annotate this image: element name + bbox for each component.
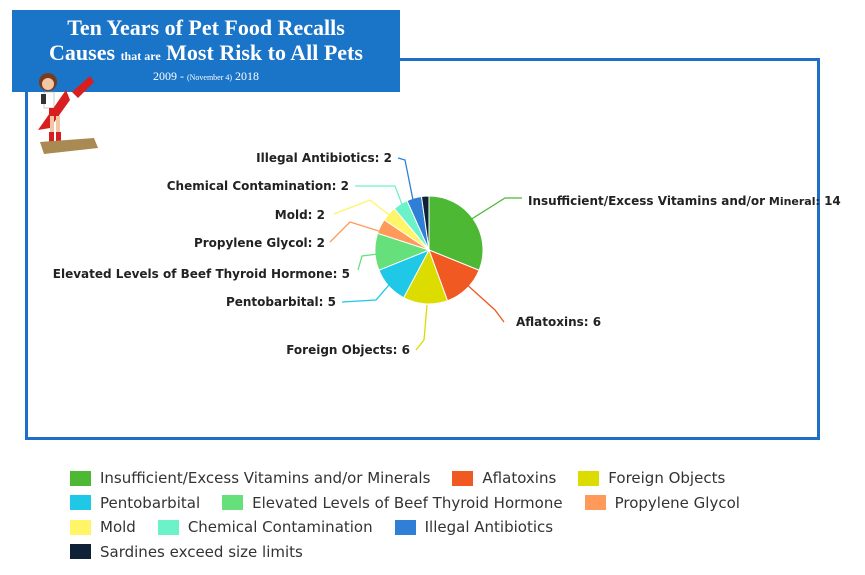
legend-swatch: [222, 495, 244, 511]
legend-swatch: [70, 470, 91, 486]
data-label: Pentobarbital: 5: [226, 295, 336, 309]
legend-label: Mold: [100, 518, 136, 537]
legend-swatch: [394, 519, 416, 535]
chart-subtitle: Causes that are Most Risk to All Pets: [12, 40, 400, 69]
date-range: 2009 - (November 4) 2018: [12, 69, 400, 85]
data-label: Chemical Contamination: 2: [167, 179, 349, 193]
legend-item[interactable]: Sardines exceed size limits: [70, 540, 303, 565]
legend-swatch: [70, 519, 91, 535]
legend-item[interactable]: Aflatoxins: [452, 466, 556, 491]
chart-frame: [25, 58, 820, 440]
data-labels: Insufficient/Excess Vitamins and/or Mine…: [53, 151, 841, 357]
date-start: 2009 -: [152, 69, 187, 83]
legend-swatch: [584, 495, 606, 511]
leader-line: [355, 185, 404, 208]
legend-label: Aflatoxins: [482, 469, 557, 488]
legend-item[interactable]: Pentobarbital: [70, 491, 200, 516]
legend-label: Sardines exceed size limits: [100, 542, 303, 561]
pie-slice: [428, 195, 484, 271]
data-label: Mold: 2: [275, 208, 325, 222]
date-note: (November 4): [186, 73, 233, 82]
legend-item[interactable]: Insufficient/Excess Vitamins and/or Mine…: [70, 466, 430, 491]
legend-swatch: [578, 470, 600, 486]
legend-label: Foreign Objects: [608, 469, 726, 488]
legend-item[interactable]: Illegal Antibiotics: [394, 515, 554, 540]
legend-label: Chemical Contamination: [187, 518, 373, 537]
leader-line: [469, 197, 522, 221]
data-label: Illegal Antibiotics: 2: [256, 151, 392, 165]
legend-item[interactable]: Mold: [70, 515, 136, 540]
subtitle-part-a: Causes: [49, 40, 116, 65]
chart-title: Ten Years of Pet Food Recalls: [67, 15, 345, 40]
data-label: Elevated Levels of Beef Thyroid Hormone:…: [53, 267, 350, 281]
leader-line: [415, 304, 428, 351]
data-label: Aflatoxins: 6: [516, 315, 601, 329]
legend-swatch: [70, 544, 91, 560]
legend-item[interactable]: Propylene Glycol: [584, 491, 740, 516]
legend-label: Illegal Antibiotics: [424, 518, 554, 537]
legend: Insufficient/Excess Vitamins and/or Mine…: [70, 466, 830, 564]
data-label: Foreign Objects: 6: [286, 343, 410, 357]
leader-line: [397, 157, 414, 201]
subtitle-part-b: that are: [120, 49, 161, 63]
legend-swatch: [70, 495, 91, 511]
legend-item[interactable]: Elevated Levels of Beef Thyroid Hormone: [222, 491, 563, 516]
legend-label: Propylene Glycol: [614, 493, 740, 512]
leader-line: [333, 199, 394, 219]
pie-slices: [374, 195, 484, 305]
date-end: 2018: [232, 69, 260, 83]
data-label: Propylene Glycol: 2: [194, 236, 325, 250]
leader-line: [329, 221, 383, 243]
subtitle-part-c: Most Risk to All Pets: [166, 40, 363, 65]
leader-line: [357, 253, 379, 271]
legend-label: Elevated Levels of Beef Thyroid Hormone: [252, 493, 563, 512]
superhero-mascot-image: [38, 73, 98, 154]
legend-item[interactable]: Foreign Objects: [578, 466, 725, 491]
legend-label: Insufficient/Excess Vitamins and/or Mine…: [100, 469, 431, 488]
legend-swatch: [157, 519, 179, 535]
legend-label: Pentobarbital: [100, 493, 201, 512]
leader-line: [341, 284, 390, 303]
legend-swatch: [452, 470, 474, 486]
title-banner: Ten Years of Pet Food Recalls Causes tha…: [12, 10, 400, 92]
pie-slice: [420, 195, 430, 251]
data-label: Insufficient/Excess Vitamins and/or Mine…: [528, 194, 841, 208]
legend-item[interactable]: Chemical Contamination: [157, 515, 373, 540]
leader-lines: [329, 157, 522, 351]
leader-line: [463, 281, 505, 323]
